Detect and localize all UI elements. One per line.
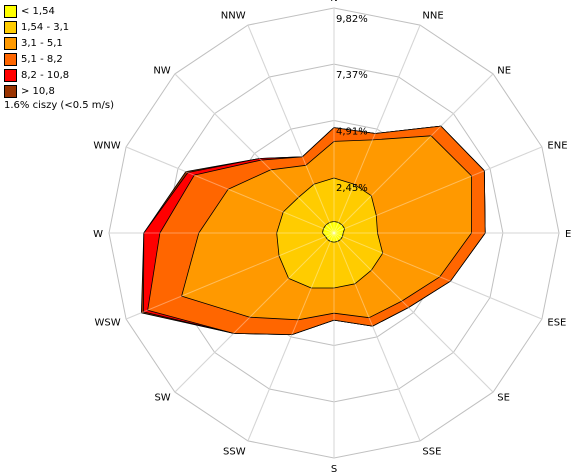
calm-note: 1.6% ciszy (<0.5 m/s) (4, 100, 114, 111)
legend-item: 1,54 - 3,1 (4, 19, 114, 35)
spoke-overlay-sw (174, 232, 335, 393)
spoke-overlay-sse (333, 232, 421, 442)
legend-swatch (4, 84, 17, 98)
legend-item: 3,1 - 5,1 (4, 35, 114, 51)
direction-label-s: S (331, 464, 337, 472)
ring-label-3: 7,37% (336, 70, 368, 81)
spoke-overlay-wnw (125, 146, 335, 234)
direction-label-e: E (565, 229, 571, 240)
direction-label-nnw: NNW (221, 11, 246, 22)
legend-item: < 1,54 (4, 3, 114, 19)
legend-swatch (4, 36, 17, 50)
legend-label: > 10,8 (21, 85, 55, 97)
legend-swatch (4, 20, 17, 34)
direction-label-n: N (330, 0, 337, 4)
legend-item: 8,2 - 10,8 (4, 67, 114, 83)
series-layer (140, 125, 486, 336)
legend-swatch (4, 68, 17, 82)
legend-label: < 1,54 (21, 5, 55, 17)
legend-swatch (4, 52, 17, 66)
spoke-overlay-ese (333, 232, 543, 320)
legend-label: 5,1 - 8,2 (21, 53, 63, 65)
direction-label-wsw: WSW (94, 317, 120, 328)
direction-label-wnw: WNW (93, 141, 120, 152)
spoke-overlay-ssw (247, 232, 335, 442)
spoke-overlay-se (333, 232, 494, 393)
direction-label-ese: ESE (547, 317, 566, 328)
spoke-overlay-nnw (247, 24, 335, 234)
spoke-overlay-wsw (125, 232, 335, 320)
series-polygon-6 (322, 221, 346, 243)
direction-label-ne: NE (497, 66, 511, 77)
spoke-overlay-ene (333, 146, 543, 234)
legend-swatch (4, 4, 17, 18)
direction-label-ene: ENE (547, 141, 567, 152)
direction-label-se: SE (497, 392, 510, 403)
ring-label-1: 2,45% (336, 183, 368, 194)
direction-label-sw: SW (154, 392, 170, 403)
spoke-overlay-ne (333, 73, 494, 234)
direction-label-w: W (93, 229, 103, 240)
ring-label-4: 9,82% (336, 14, 368, 25)
ring-label-2: 4,91% (336, 127, 368, 138)
legend-item: > 10,8 (4, 83, 114, 99)
overlay-layer: N NNE NE ENE E ESE SE SSE S SSW SW WSW W WNW NW NNW 2,45… (93, 0, 571, 472)
legend-item: 5,1 - 8,2 (4, 51, 114, 67)
legend-label: 3,1 - 5,1 (21, 37, 63, 49)
chart-legend: < 1,54 1,54 - 3,1 3,1 - 5,1 5,1 - 8,2 8,2 - … (4, 3, 114, 111)
legend-label: 8,2 - 10,8 (21, 69, 70, 81)
legend-label: 1,54 - 3,1 (21, 21, 70, 33)
spoke-overlay-nw (174, 73, 335, 234)
direction-label-ssw: SSW (223, 446, 246, 457)
direction-label-nne: NNE (422, 11, 443, 22)
spoke-overlay-nne (333, 24, 421, 234)
direction-label-nw: NW (153, 66, 170, 77)
direction-label-sse: SSE (422, 446, 441, 457)
